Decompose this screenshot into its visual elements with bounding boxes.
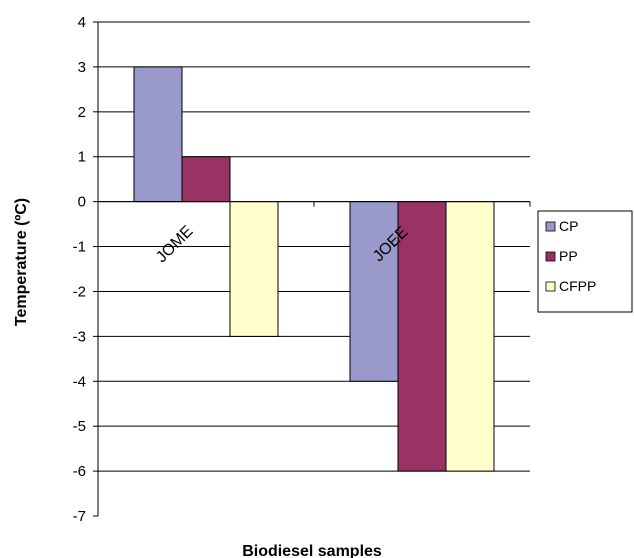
legend-label-cp: CP [559, 218, 578, 234]
axes [97, 22, 531, 516]
legend-swatch-pp [545, 251, 556, 262]
bars [133, 66, 495, 472]
y-tick-labels: 4 3 2 1 0 -1 -2 -3 -4 -5 -6 -7 [73, 14, 86, 525]
y-tick-label: -2 [73, 283, 86, 300]
y-tick-label: 2 [78, 104, 86, 121]
y-tick-label: -4 [73, 373, 86, 390]
y-tick-label: -6 [73, 463, 86, 480]
y-tick-label: 4 [78, 14, 86, 31]
y-tick-label: 1 [78, 149, 86, 166]
category-label: JOME [153, 223, 196, 266]
legend-swatch-cfpp [545, 281, 556, 292]
bar-joee-cfpp [445, 201, 495, 472]
legend: CP PP CFPP [537, 210, 633, 313]
bar-joee-cp [349, 201, 399, 382]
bar-joee-pp [397, 201, 447, 472]
legend-label-cfpp: CFPP [559, 278, 596, 294]
x-axis-title: Biodiesel samples [242, 543, 382, 558]
bar-jome-pp [181, 156, 231, 203]
bar-jome-cfpp [229, 201, 279, 337]
y-tick-label: -7 [73, 508, 86, 525]
y-tick-label: -3 [73, 328, 86, 345]
y-axis-title: Temperature (ºC) [13, 198, 30, 326]
legend-swatch-cp [545, 221, 556, 232]
legend-label-pp: PP [559, 248, 578, 264]
y-tick-label: 3 [78, 59, 86, 76]
y-tick-label: -1 [73, 239, 86, 256]
y-tick-label: -5 [73, 418, 86, 435]
bar-jome-cp [133, 66, 183, 203]
y-tick-label: 0 [78, 194, 86, 211]
